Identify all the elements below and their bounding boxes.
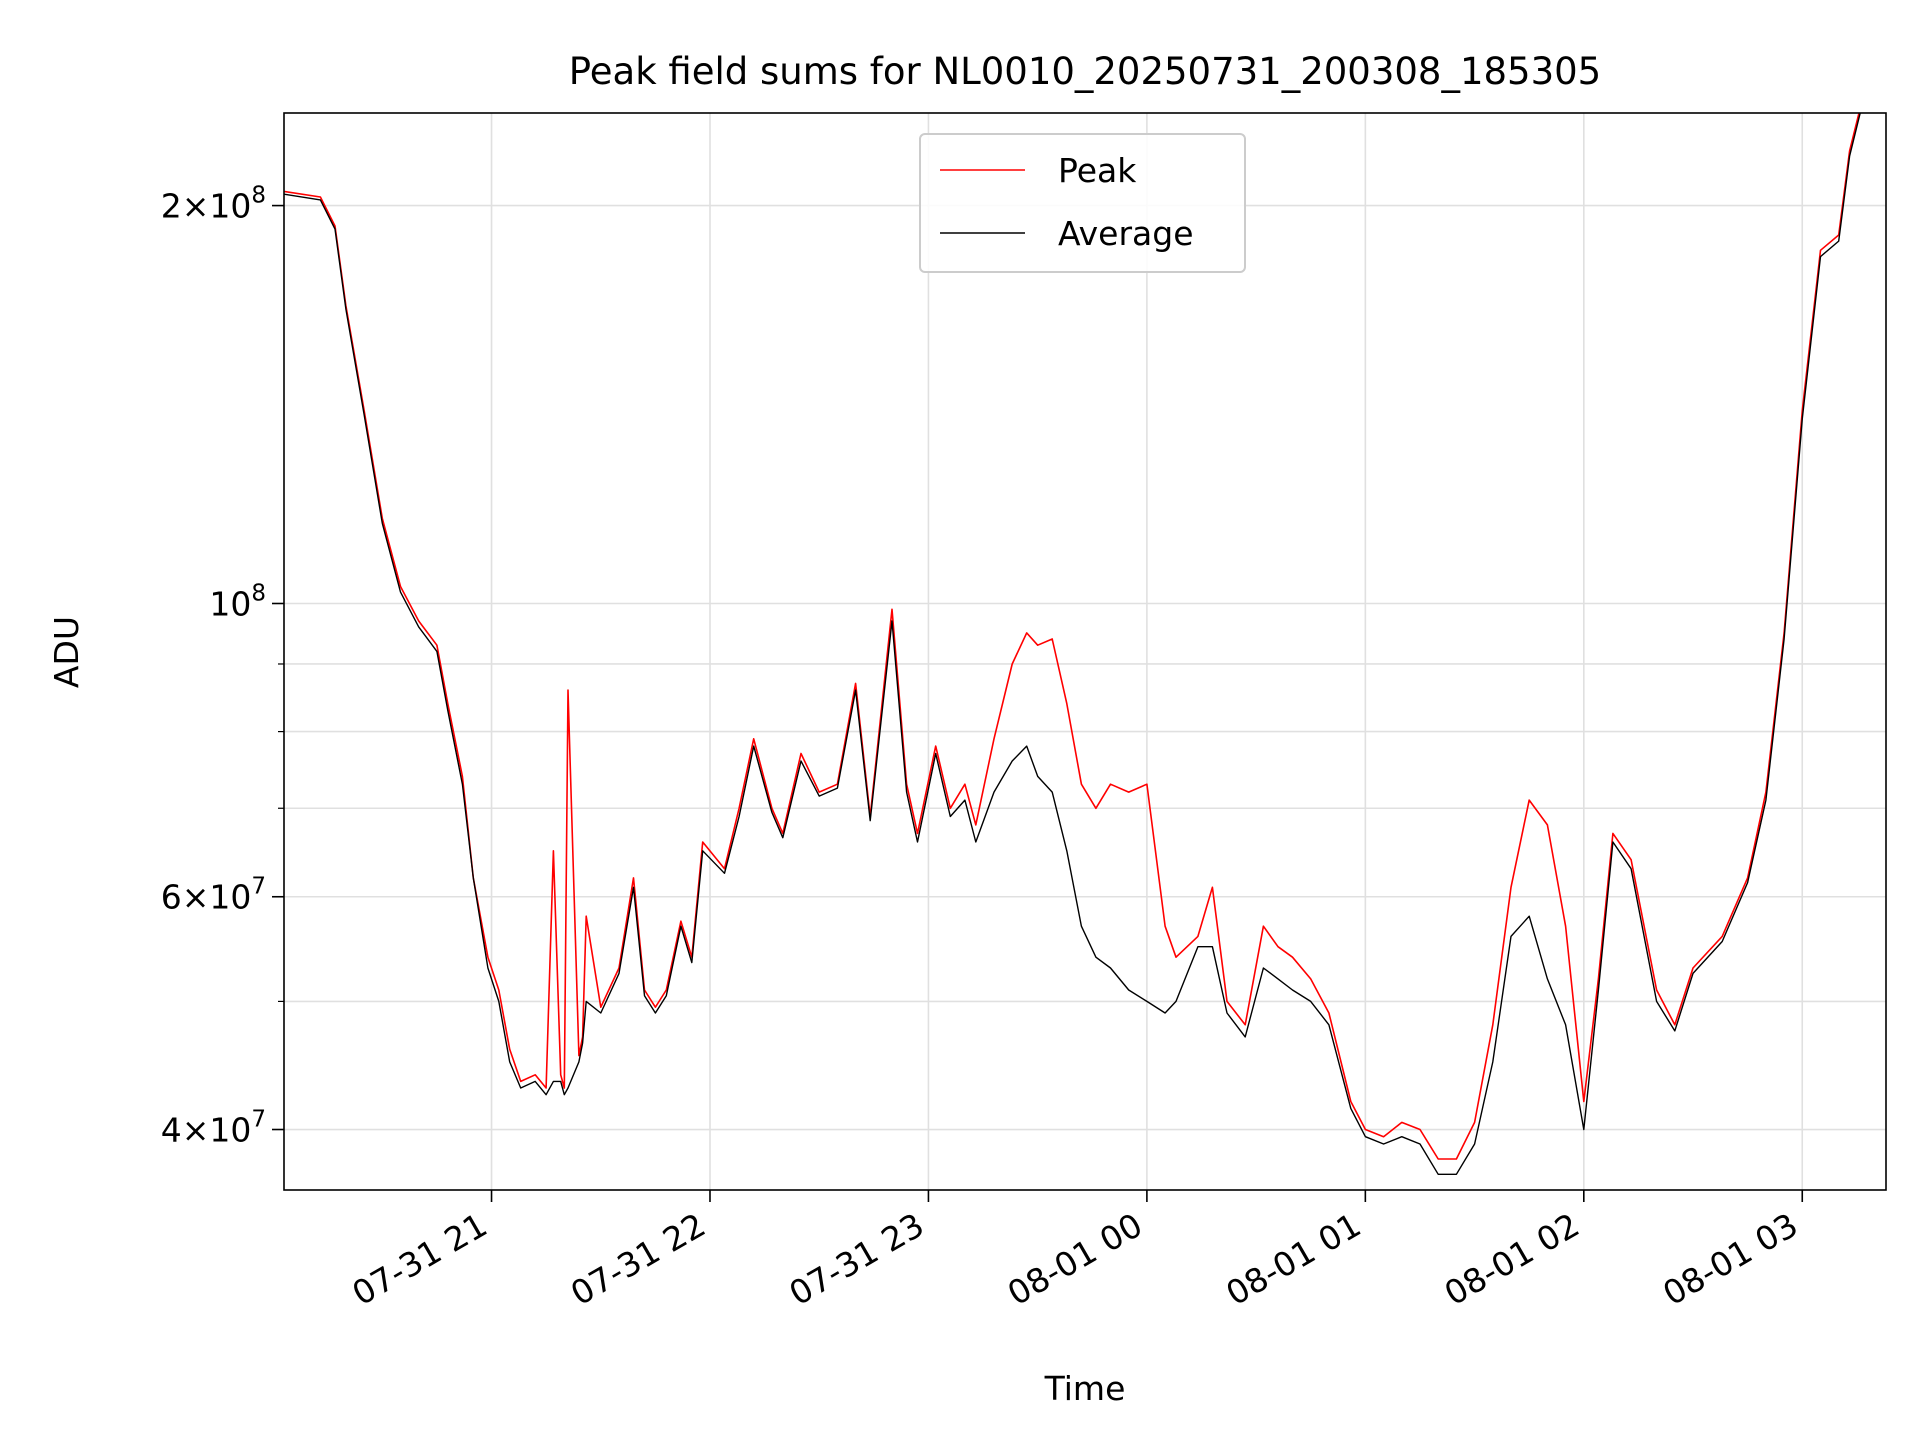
y-tick-label: 108: [209, 580, 266, 623]
legend: Peak Average: [919, 133, 1246, 273]
plot-frame: [283, 112, 1887, 1191]
x-tick-label: 08-01 01: [1219, 1205, 1367, 1313]
legend-label-average: Average: [1058, 214, 1194, 253]
x-axis: 07-31 21 07-31 22 07-31 23 08-01 00 08-01 01…: [346, 1190, 1804, 1313]
y-axis-label: ADU: [47, 616, 86, 688]
legend-label-peak: Peak: [1058, 151, 1137, 190]
y-tick-label: 2×108: [161, 183, 266, 226]
x-tick-label: 08-01 02: [1438, 1205, 1586, 1313]
x-tick-label: 07-31 23: [782, 1205, 930, 1313]
series-layer: [284, 113, 1861, 1176]
series-line-average: [284, 113, 1861, 1176]
grid: [284, 113, 1886, 1190]
chart-title: Peak field sums for NL0010_20250731_2003…: [569, 50, 1601, 93]
series-line-peak: [284, 113, 1860, 1160]
x-axis-label: Time: [1044, 1369, 1126, 1408]
x-tick-label: 08-01 00: [1001, 1205, 1149, 1313]
y-axis: 4×107 6×107 108 2×108: [161, 183, 284, 1150]
x-tick-label: 07-31 22: [564, 1205, 712, 1313]
y-tick-label: 6×107: [161, 874, 266, 917]
legend-box: [919, 133, 1246, 273]
y-tick-label: 4×107: [161, 1107, 266, 1150]
x-tick-label: 07-31 21: [346, 1205, 494, 1313]
x-tick-label: 08-01 03: [1656, 1205, 1804, 1313]
